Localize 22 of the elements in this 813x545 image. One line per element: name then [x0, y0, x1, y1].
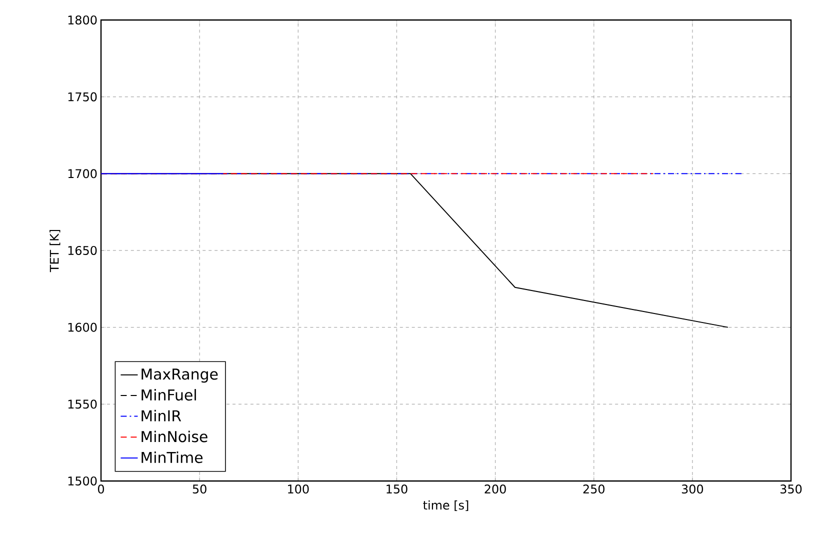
legend-label: MinNoise	[142, 430, 208, 442]
y-tick-label: 1500	[68, 476, 97, 486]
legend-label: MinFuel	[142, 389, 196, 401]
legend-label: MinIR	[142, 410, 182, 422]
x-tick-label: 50	[192, 484, 206, 494]
y-tick-label: 1800	[68, 15, 97, 25]
x-tick-label: 300	[682, 484, 704, 494]
y-axis-title: TET [K]	[50, 230, 60, 272]
x-tick-label: 150	[386, 484, 408, 494]
legend-label: MaxRange	[142, 368, 218, 383]
y-tick-label: 1550	[68, 400, 97, 409]
x-tick-label: 350	[780, 484, 802, 494]
y-tick-label: 1600	[68, 322, 97, 332]
x-tick-label: 0	[98, 484, 104, 494]
x-axis-title: time [s]	[423, 500, 468, 512]
y-tick-label: 1650	[68, 246, 97, 256]
x-tick-label: 250	[583, 484, 604, 494]
y-tick-label: 1750	[68, 92, 97, 102]
x-tick-label: 100	[288, 484, 309, 494]
legend-label: MinTime	[142, 452, 203, 464]
x-tick-label: 200	[484, 484, 506, 494]
y-tick-label: 1700	[68, 169, 97, 178]
